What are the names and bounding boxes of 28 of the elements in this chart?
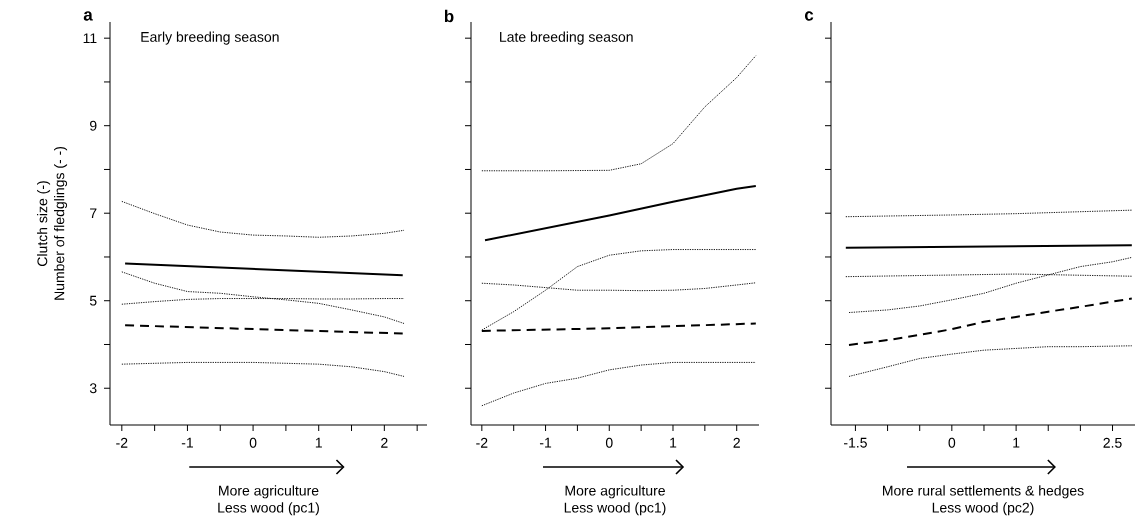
chart-title: b	[444, 9, 454, 23]
y-tick-label: 7	[90, 208, 97, 219]
x-tick-label: -2	[116, 437, 128, 448]
y-axis-title: Clutch size (-) Number of fledglings (- -)	[37, 146, 68, 300]
y-tick-label: 9	[90, 120, 97, 131]
x-tick-label: 0	[948, 437, 956, 448]
x-tick-label: 2.5	[1103, 437, 1122, 448]
annotation: Early breeding season	[141, 31, 279, 45]
x-tick-label: 0	[605, 437, 613, 448]
y-tick-label: 11	[83, 33, 97, 43]
x-tick-label: 1	[670, 437, 677, 448]
y-tick-label: 5	[89, 295, 97, 306]
x-tick-label: -1	[181, 437, 193, 448]
x-tick-label: 1	[315, 437, 322, 448]
x-axis-title: More agriculture Less wood (pc1)	[564, 485, 666, 516]
chart-title: a	[83, 11, 93, 21]
x-axis-title: More agriculture Less wood (pc1)	[218, 485, 319, 516]
x-tick-label: 2	[733, 437, 740, 448]
chart-title: c	[804, 11, 814, 21]
x-axis-title: More rural settlements & hedges Less wood (pc2)	[883, 485, 1084, 516]
x-tick-label: -1	[539, 437, 552, 448]
x-tick-label: -2	[476, 437, 488, 448]
x-tick-label: 0	[249, 437, 257, 448]
y-tick-label: 3	[89, 383, 97, 394]
x-tick-label: -1.5	[844, 437, 867, 448]
x-tick-label: 1	[1013, 437, 1020, 448]
x-tick-label: 2	[381, 437, 388, 448]
annotation: Late breeding season	[500, 31, 633, 45]
